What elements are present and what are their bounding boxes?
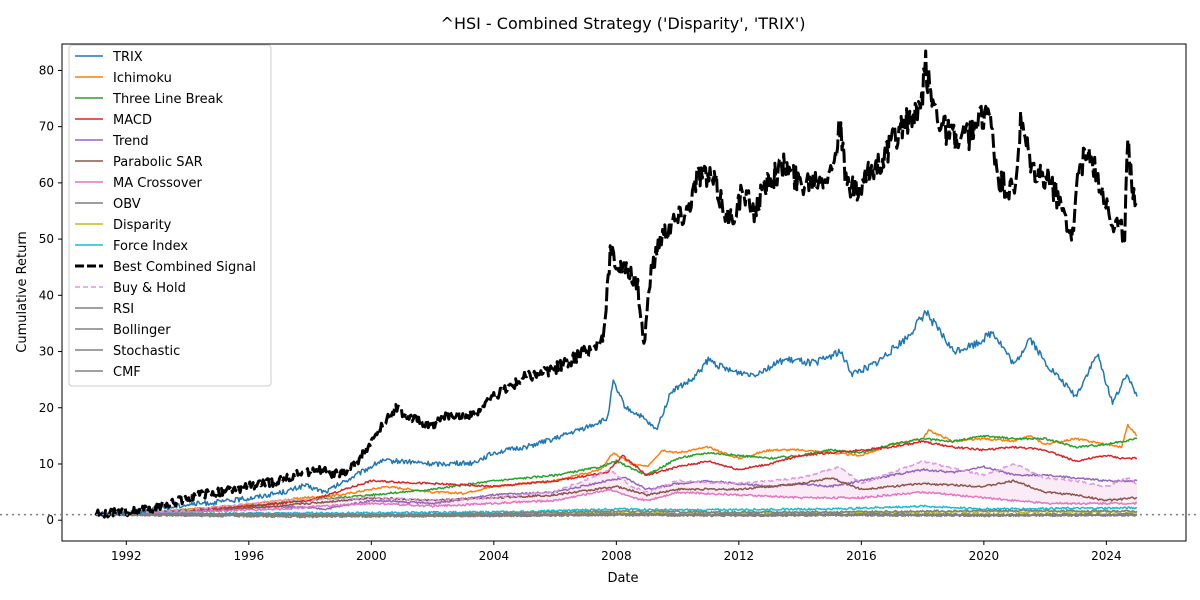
x-tick-label: 1996: [234, 549, 265, 563]
legend-label-best-combined-signal: Best Combined Signal: [113, 260, 256, 275]
series-line-cmf: [95, 512, 1138, 517]
plot-area: [94, 49, 1139, 519]
legend-label-ma-crossover: MA Crossover: [113, 176, 203, 191]
series-line-buy-hold: [95, 459, 1138, 517]
legend-label-trend: Trend: [112, 134, 149, 149]
y-tick-label: 60: [39, 176, 54, 190]
series-line-trix: [95, 310, 1138, 517]
legend-label-rsi: RSI: [113, 302, 134, 317]
series-line-macd: [95, 440, 1138, 517]
x-tick-label: 2008: [601, 549, 632, 563]
x-tick-label: 1992: [111, 549, 142, 563]
x-tick-label: 2020: [969, 549, 1000, 563]
y-axis: 0 10 20 30 40 50 60 70 80: [39, 63, 62, 527]
x-tick-label: 2012: [724, 549, 755, 563]
y-tick-label: 0: [46, 513, 54, 527]
x-tick-label: 2000: [356, 549, 387, 563]
legend-label-obv: OBV: [113, 197, 141, 212]
shaded-region: [95, 461, 1138, 515]
y-tick-label: 40: [39, 288, 54, 302]
legend-label-ichimoku: Ichimoku: [113, 71, 172, 86]
y-tick-label: 30: [39, 345, 54, 359]
y-tick-label: 70: [39, 120, 54, 134]
y-tick-label: 50: [39, 232, 54, 246]
legend-label-force-index: Force Index: [113, 239, 188, 254]
y-tick-label: 10: [39, 457, 54, 471]
y-tick-label: 20: [39, 401, 54, 415]
series-line-parabolic-sar: [95, 477, 1138, 517]
x-tick-label: 2024: [1091, 549, 1122, 563]
legend-label-cmf: CMF: [113, 365, 141, 380]
axes-frame: [61, 43, 1187, 542]
legend-label-disparity: Disparity: [113, 218, 172, 233]
legend-label-bollinger: Bollinger: [113, 323, 171, 338]
legend-box: [68, 44, 272, 387]
y-axis-label: Cumulative Return: [15, 231, 30, 352]
x-tick-label: 2004: [479, 549, 510, 563]
chart-title: ^HSI - Combined Strategy ('Disparity', '…: [441, 14, 806, 33]
legend-label-parabolic-sar: Parabolic SAR: [113, 155, 203, 170]
series-line-force-index: [95, 504, 1138, 517]
legend-label-trix: TRIX: [112, 50, 143, 65]
legend-label-stochastic: Stochastic: [113, 344, 180, 359]
series-line-ma-crossover: [95, 488, 1138, 517]
series-line-best-combined-signal: [94, 49, 1139, 519]
x-axis-label: Date: [607, 571, 638, 586]
legend-label-macd: MACD: [113, 113, 152, 128]
y-tick-label: 80: [39, 63, 54, 77]
x-tick-label: 2016: [846, 549, 877, 563]
legend-label-three-line-break: Three Line Break: [112, 92, 224, 107]
legend-label-buy-hold: Buy & Hold: [113, 281, 186, 296]
x-axis: 1992 1996 2000 2004 2008 2012 2016 2020 2024: [111, 541, 1122, 563]
legend: TRIX Ichimoku Three Line Break MACD Trend Par…: [68, 44, 272, 387]
